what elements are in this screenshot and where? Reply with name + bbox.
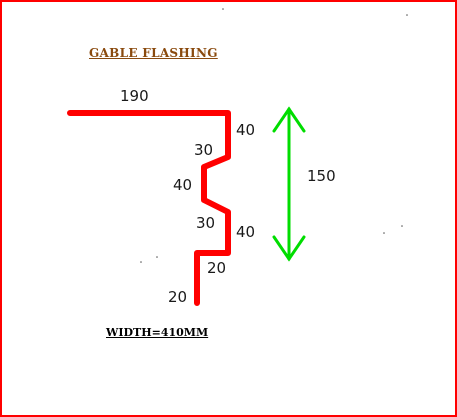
dim-right-seg-1: 40 — [236, 121, 256, 139]
dim-left-seg-2: 40 — [173, 176, 193, 194]
dim-right-seg-2: 40 — [236, 223, 256, 241]
stray-marks — [140, 8, 408, 263]
dim-bottom-leg: 20 — [168, 288, 188, 306]
height-arrow — [272, 106, 306, 262]
drawing-title: GABLE FLASHING — [89, 46, 218, 60]
dim-return-step: 20 — [207, 259, 227, 277]
flashing-profile — [67, 110, 231, 306]
dim-left-seg-1: 30 — [194, 141, 214, 159]
dim-overall-height: 150 — [307, 167, 336, 185]
dim-top-length: 190 — [120, 87, 149, 105]
width-note: WIDTH=410MM — [106, 326, 209, 339]
dim-left-seg-3: 30 — [196, 214, 216, 232]
